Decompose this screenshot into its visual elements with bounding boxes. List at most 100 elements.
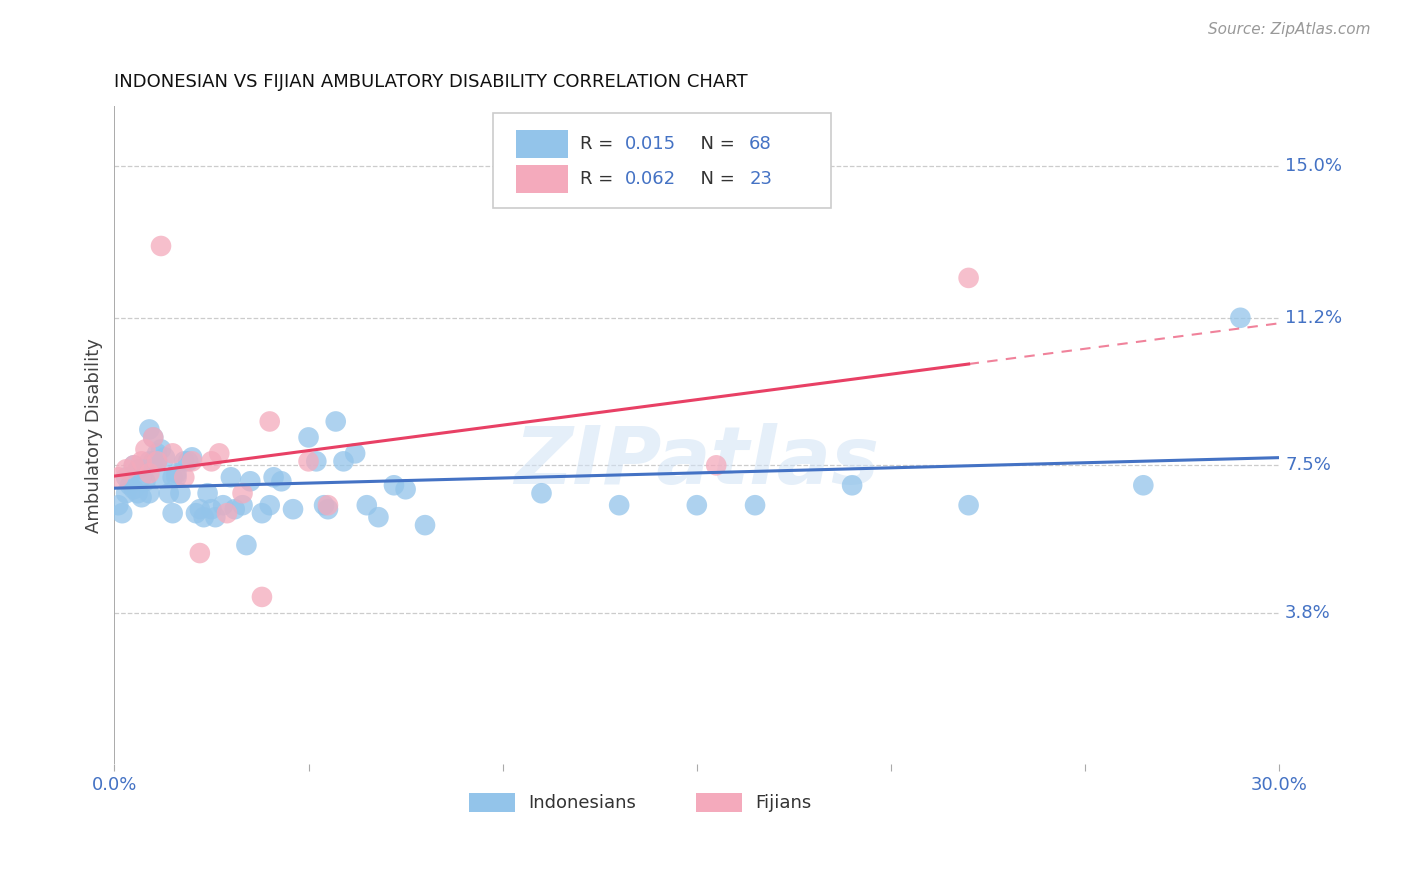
Text: 11.2%: 11.2% (1285, 309, 1343, 326)
Point (181, 454, 204, 468)
Point (188, 546, 211, 560)
Point (332, 454, 354, 468)
Text: R =: R = (581, 136, 619, 153)
Point (1229, 310, 1251, 325)
Point (250, 506, 273, 520)
Point (115, 470, 138, 484)
Text: ZIPatlas: ZIPatlas (515, 423, 879, 500)
Point (122, 458, 145, 473)
Point (134, 475, 156, 489)
Point (150, 442, 173, 457)
Point (131, 490, 153, 504)
Point (181, 450, 204, 465)
Point (413, 518, 436, 533)
Point (146, 454, 169, 468)
Point (138, 454, 160, 468)
Point (316, 498, 339, 512)
Point (607, 498, 630, 512)
Point (957, 271, 980, 285)
Point (142, 430, 165, 444)
Point (162, 446, 184, 460)
Point (188, 502, 211, 516)
Point (197, 486, 219, 500)
Point (232, 486, 254, 500)
Point (212, 498, 235, 512)
Point (235, 538, 257, 552)
Text: N =: N = (689, 136, 740, 153)
Text: R =: R = (581, 169, 619, 188)
Point (193, 510, 215, 524)
Text: 68: 68 (749, 136, 772, 153)
Point (131, 454, 153, 468)
Point (204, 510, 226, 524)
Point (259, 498, 281, 512)
Text: Indonesians: Indonesians (527, 794, 636, 812)
Point (131, 470, 153, 484)
Point (200, 454, 222, 468)
Text: 0.062: 0.062 (624, 169, 676, 188)
Point (122, 482, 145, 496)
Point (270, 475, 292, 489)
Point (138, 467, 160, 481)
Point (122, 458, 145, 473)
Point (208, 446, 231, 460)
Point (157, 486, 180, 500)
Point (325, 414, 347, 428)
Point (173, 454, 195, 468)
Text: 3.8%: 3.8% (1285, 604, 1331, 622)
Point (146, 454, 169, 468)
Text: INDONESIAN VS FIJIAN AMBULATORY DISABILITY CORRELATION CHART: INDONESIAN VS FIJIAN AMBULATORY DISABILI… (114, 73, 748, 91)
Point (115, 486, 138, 500)
Point (297, 430, 319, 444)
Point (281, 502, 304, 516)
Point (263, 470, 285, 484)
FancyBboxPatch shape (494, 113, 831, 209)
Point (111, 506, 134, 520)
Point (259, 414, 281, 428)
Point (686, 498, 709, 512)
Point (232, 498, 254, 512)
Point (166, 470, 188, 484)
Point (184, 506, 207, 520)
Text: 23: 23 (749, 169, 772, 188)
Text: 7.5%: 7.5% (1285, 457, 1331, 475)
Point (344, 446, 367, 460)
Point (138, 422, 160, 436)
Text: 0.015: 0.015 (624, 136, 676, 153)
Text: Fijians: Fijians (755, 794, 811, 812)
Point (305, 454, 328, 468)
Point (744, 498, 766, 512)
Point (239, 475, 262, 489)
FancyBboxPatch shape (516, 130, 568, 158)
Point (215, 506, 238, 520)
FancyBboxPatch shape (468, 793, 515, 813)
Point (127, 486, 149, 500)
Point (107, 470, 129, 484)
Point (250, 590, 273, 604)
Point (107, 498, 129, 512)
Point (162, 506, 184, 520)
Point (115, 462, 138, 476)
FancyBboxPatch shape (516, 165, 568, 193)
Text: N =: N = (689, 169, 740, 188)
Point (177, 454, 200, 468)
Point (957, 498, 980, 512)
Y-axis label: Ambulatory Disability: Ambulatory Disability (86, 338, 103, 533)
Point (146, 446, 169, 460)
Point (162, 470, 184, 484)
Text: 15.0%: 15.0% (1285, 157, 1343, 175)
Point (394, 482, 416, 496)
Text: Source: ZipAtlas.com: Source: ZipAtlas.com (1208, 22, 1371, 37)
Point (530, 486, 553, 500)
Point (312, 498, 335, 512)
Point (153, 450, 176, 465)
Point (200, 502, 222, 516)
Point (142, 454, 165, 468)
Point (367, 510, 389, 524)
Point (118, 478, 141, 492)
Point (127, 462, 149, 476)
Point (150, 470, 173, 484)
FancyBboxPatch shape (696, 793, 742, 813)
Point (142, 430, 165, 444)
Point (150, 239, 173, 253)
